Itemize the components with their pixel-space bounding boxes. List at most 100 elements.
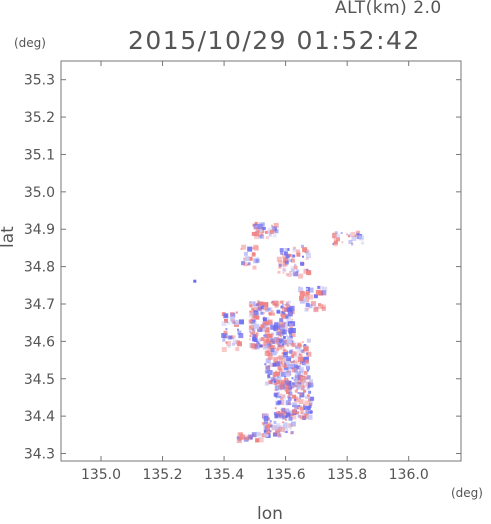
echo-cell bbox=[306, 365, 310, 370]
lon-tick-label: 135.2 bbox=[142, 467, 182, 483]
echo-cell bbox=[286, 341, 292, 347]
echo-cell bbox=[282, 271, 285, 274]
echo-cell bbox=[281, 352, 284, 355]
echo-cell bbox=[267, 319, 273, 325]
echo-cell bbox=[278, 344, 281, 347]
echo-cell bbox=[228, 335, 233, 340]
echo-cell bbox=[288, 391, 293, 396]
echo-cell bbox=[277, 391, 280, 394]
echo-cell bbox=[267, 430, 271, 433]
echo-cell bbox=[304, 413, 309, 419]
echo-cell bbox=[276, 361, 282, 367]
echo-cell bbox=[308, 287, 314, 293]
echo-cell bbox=[224, 319, 228, 323]
lat-tick-label: 35.1 bbox=[24, 147, 55, 163]
echo-cell bbox=[286, 364, 290, 367]
echo-cell bbox=[302, 297, 308, 303]
echo-cell bbox=[341, 241, 344, 244]
echo-cell bbox=[286, 344, 289, 347]
echo-cell bbox=[265, 434, 269, 438]
lat-tick-label: 35.0 bbox=[24, 185, 55, 201]
echo-cell bbox=[273, 357, 279, 363]
echo-cell bbox=[279, 322, 285, 328]
echo-cell bbox=[250, 437, 253, 440]
echo-cell bbox=[351, 243, 354, 246]
echo-cell bbox=[267, 347, 271, 351]
echo-cell bbox=[304, 410, 307, 413]
lat-tick-label: 35.3 bbox=[24, 73, 55, 89]
echo-cell bbox=[289, 362, 295, 368]
echo-cell bbox=[250, 331, 254, 335]
echo-cell bbox=[242, 262, 247, 267]
echo-cell bbox=[272, 362, 277, 367]
echo-cell bbox=[293, 403, 298, 408]
echo-cell bbox=[308, 304, 313, 309]
echo-cell bbox=[294, 353, 300, 359]
echo-cell bbox=[306, 338, 311, 343]
echo-cell bbox=[288, 416, 293, 421]
echo-cell bbox=[299, 370, 304, 375]
echo-cell bbox=[274, 431, 280, 437]
echo-cell bbox=[267, 340, 271, 344]
echo-cell bbox=[261, 433, 266, 438]
echo-cell bbox=[308, 405, 312, 408]
echo-cell bbox=[294, 272, 297, 275]
echo-cell bbox=[253, 244, 259, 250]
echo-cell bbox=[283, 251, 288, 256]
echo-cell bbox=[277, 344, 283, 350]
echo-cell bbox=[254, 343, 259, 348]
echo-cell bbox=[290, 328, 296, 333]
echo-cell bbox=[264, 381, 269, 386]
echo-cell bbox=[279, 318, 284, 323]
echo-cell bbox=[265, 321, 270, 326]
echo-cell bbox=[280, 372, 285, 377]
echo-cell bbox=[262, 304, 265, 307]
echo-cell bbox=[303, 346, 309, 352]
echo-cell bbox=[247, 246, 253, 252]
echo-cell bbox=[308, 398, 312, 402]
echo-cell bbox=[272, 424, 278, 430]
echo-cell bbox=[274, 329, 277, 332]
echo-cell bbox=[333, 240, 338, 245]
echo-cell bbox=[279, 393, 282, 396]
echo-cell bbox=[300, 406, 305, 411]
echo-cell bbox=[281, 411, 287, 417]
echo-cell bbox=[283, 349, 287, 353]
echo-cell bbox=[263, 432, 268, 436]
echo-cell bbox=[252, 344, 258, 350]
echo-cell bbox=[265, 302, 268, 306]
echo-cell bbox=[247, 262, 251, 266]
echo-cell bbox=[277, 375, 280, 378]
echo-cell bbox=[282, 421, 284, 424]
echo-cell bbox=[260, 306, 264, 310]
echo-cell bbox=[302, 403, 305, 406]
lat-tick-label: 34.5 bbox=[24, 372, 55, 388]
echo-cell bbox=[297, 414, 301, 418]
echo-cell bbox=[248, 325, 254, 331]
echo-cell bbox=[223, 330, 228, 335]
echo-cell bbox=[282, 268, 286, 272]
echo-cell bbox=[284, 303, 287, 306]
echo-cell bbox=[288, 324, 291, 327]
echo-cell bbox=[288, 259, 292, 263]
echo-cell bbox=[298, 287, 303, 293]
echo-cell bbox=[291, 353, 295, 357]
echo-cell bbox=[232, 339, 238, 345]
echo-cell bbox=[263, 334, 266, 337]
echo-cell bbox=[287, 311, 293, 317]
echo-cell bbox=[282, 336, 286, 339]
echo-cell bbox=[300, 385, 305, 390]
echo-cell bbox=[260, 311, 264, 315]
echo-cell bbox=[286, 316, 291, 322]
echo-cell bbox=[307, 369, 309, 372]
echo-cell bbox=[230, 311, 235, 316]
echo-cell bbox=[267, 230, 271, 234]
echo-cell bbox=[254, 320, 257, 323]
echo-cell bbox=[313, 307, 319, 313]
echo-cell bbox=[351, 242, 354, 245]
echo-cell bbox=[285, 315, 289, 319]
echo-cell bbox=[270, 324, 275, 330]
echo-cell bbox=[280, 251, 284, 255]
echo-cell bbox=[222, 333, 228, 339]
